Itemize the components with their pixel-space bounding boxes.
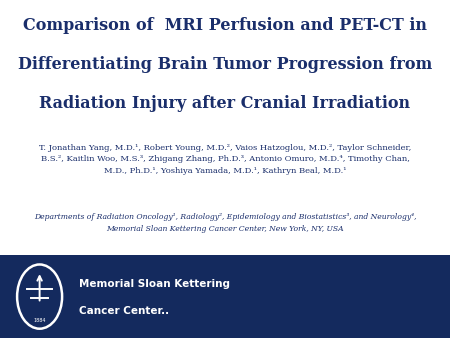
Text: T. Jonathan Yang, M.D.¹, Robert Young, M.D.², Vaios Hatzoglou, M.D.², Taylor Sch: T. Jonathan Yang, M.D.¹, Robert Young, M… [39,144,411,175]
Text: Cancer Center..: Cancer Center.. [79,306,169,316]
Bar [0,255,450,338]
Text: Memorial Sloan Kettering: Memorial Sloan Kettering [79,279,230,289]
Text: Comparison of  MRI Perfusion and PET-CT in: Comparison of MRI Perfusion and PET-CT i… [23,17,427,34]
Text: Radiation Injury after Cranial Irradiation: Radiation Injury after Cranial Irradiati… [40,95,410,112]
Bar [0,0,450,255]
Text: Departments of Radiation Oncology¹, Radiology², Epidemiology and Biostatistics³,: Departments of Radiation Oncology¹, Radi… [34,213,416,233]
Text: 1884: 1884 [33,318,46,323]
Text: Differentiating Brain Tumor Progression from: Differentiating Brain Tumor Progression … [18,56,432,73]
